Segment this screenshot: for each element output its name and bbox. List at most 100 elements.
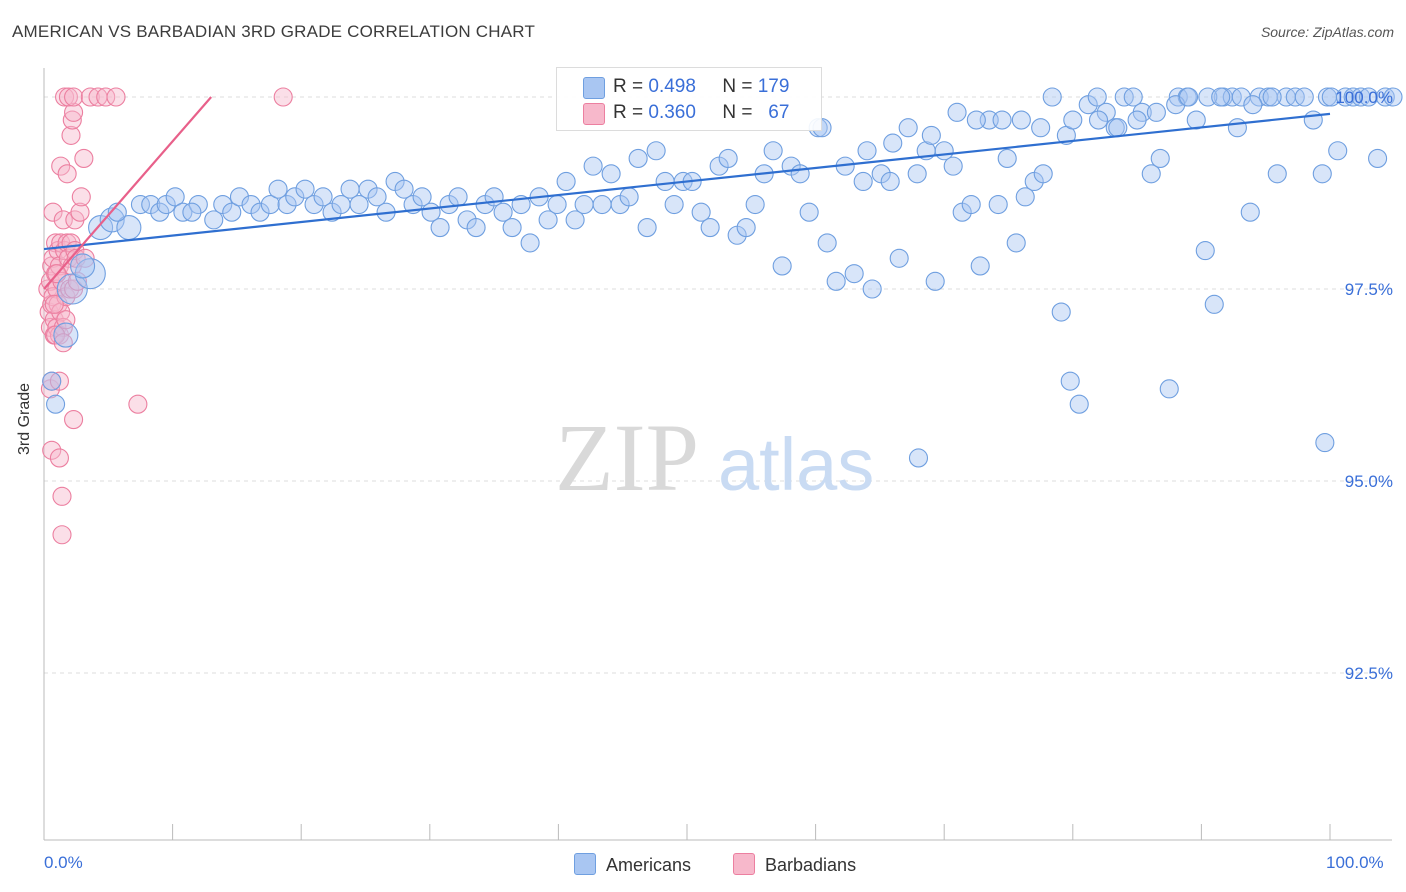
barbadians-point-54 bbox=[64, 87, 84, 107]
barbadians-point-37 bbox=[42, 440, 62, 460]
americans-point-4 bbox=[74, 258, 106, 290]
barbadians-swatch bbox=[583, 103, 605, 125]
americans-point-172 bbox=[1088, 110, 1109, 130]
americans-n-value: 179 bbox=[757, 76, 790, 97]
americans-point-23 bbox=[250, 202, 270, 222]
y-tick-label-3: 92.5% bbox=[1345, 664, 1393, 683]
americans-points bbox=[42, 87, 1403, 468]
americans-point-145 bbox=[1328, 141, 1348, 161]
americans-point-175 bbox=[1146, 102, 1166, 122]
barbadians-n-label: N = bbox=[722, 102, 753, 123]
americans-point-58 bbox=[565, 210, 585, 230]
americans-point-90 bbox=[853, 171, 873, 192]
americans-point-120 bbox=[1123, 87, 1143, 107]
americans-point-81 bbox=[772, 256, 792, 276]
americans-point-166 bbox=[966, 110, 986, 130]
americans-point-14 bbox=[165, 187, 185, 207]
legend-item-americans[interactable]: Americans bbox=[574, 853, 691, 876]
americans-n-label: N = bbox=[722, 76, 753, 97]
legend-item-barbadians[interactable]: Barbadians bbox=[733, 853, 856, 876]
barbadians-point-38 bbox=[49, 448, 69, 468]
barbadians-trend-line bbox=[43, 96, 213, 290]
americans-point-150 bbox=[1368, 148, 1388, 168]
americans-point-108 bbox=[1015, 187, 1035, 207]
americans-point-162 bbox=[883, 133, 903, 153]
barbadians-point-65 bbox=[46, 325, 66, 345]
y-axis-label: 3rd Grade bbox=[16, 382, 33, 455]
americans-point-65 bbox=[628, 148, 648, 168]
americans-point-10 bbox=[130, 194, 150, 215]
americans-point-60 bbox=[583, 156, 603, 176]
americans-point-89 bbox=[844, 264, 864, 284]
americans-point-139 bbox=[1294, 87, 1314, 107]
americans-point-21 bbox=[229, 187, 250, 207]
americans-point-95 bbox=[898, 118, 918, 138]
americans-point-113 bbox=[1060, 371, 1080, 391]
americans-point-129 bbox=[1204, 294, 1224, 314]
americans-point-152 bbox=[1383, 87, 1403, 107]
americans-point-105 bbox=[988, 194, 1008, 215]
americans-point-41 bbox=[412, 187, 432, 207]
barbadians-point-57 bbox=[96, 87, 116, 107]
americans-point-75 bbox=[718, 148, 738, 168]
y-tick-label-1: 97.5% bbox=[1345, 280, 1393, 299]
americans-point-179 bbox=[1211, 87, 1231, 107]
americans-point-96 bbox=[907, 164, 927, 184]
americans-point-142 bbox=[1315, 433, 1335, 453]
x-tick-label-max: 100.0% bbox=[1326, 853, 1384, 872]
americans-point-148 bbox=[1351, 87, 1371, 107]
barbadians-point-45 bbox=[71, 187, 91, 207]
americans-point-173 bbox=[1108, 118, 1128, 138]
americans-point-111 bbox=[1042, 87, 1062, 107]
americans-point-61 bbox=[592, 194, 612, 215]
americans-point-72 bbox=[691, 202, 711, 222]
americans-point-149 bbox=[1359, 87, 1379, 107]
chart-title: AMERICAN VS BARBADIAN 3RD GRADE CORRELAT… bbox=[12, 22, 536, 41]
americans-point-5 bbox=[70, 253, 96, 279]
americans-point-3 bbox=[56, 273, 88, 305]
barbadians-point-42 bbox=[53, 210, 73, 230]
americans-r-label: R = bbox=[613, 76, 644, 97]
americans-point-18 bbox=[204, 210, 224, 230]
americans-point-69 bbox=[664, 194, 684, 215]
americans-point-84 bbox=[799, 202, 819, 222]
americans-point-163 bbox=[908, 448, 929, 468]
y-tick-label-2: 95.0% bbox=[1345, 472, 1393, 491]
americans-point-91 bbox=[862, 279, 882, 299]
americans-point-83 bbox=[790, 164, 810, 184]
americans-point-43 bbox=[430, 218, 450, 238]
y-tick-labels: 100.0% 97.5% 95.0% 92.5% bbox=[1335, 88, 1393, 683]
americans-point-34 bbox=[349, 194, 369, 215]
barbadians-point-61 bbox=[44, 294, 64, 314]
barbadians-point-36 bbox=[128, 394, 148, 414]
americans-point-133 bbox=[1240, 202, 1260, 222]
barbadians-point-51 bbox=[64, 102, 84, 122]
americans-point-124 bbox=[1159, 379, 1179, 399]
americans-point-182 bbox=[1262, 87, 1282, 107]
barbadians-n-value: 67 bbox=[768, 102, 790, 123]
americans-point-57 bbox=[556, 171, 576, 192]
americans-point-86 bbox=[817, 233, 837, 253]
americans-point-100 bbox=[943, 156, 963, 176]
americans-point-103 bbox=[970, 256, 990, 276]
americans-point-66 bbox=[637, 218, 657, 238]
barbadians-point-46 bbox=[51, 156, 71, 176]
americans-point-39 bbox=[394, 179, 414, 199]
americans-trend-line bbox=[43, 112, 1331, 251]
americans-point-51 bbox=[502, 218, 522, 238]
americans-point-17 bbox=[182, 202, 202, 222]
americans-point-140 bbox=[1303, 110, 1323, 130]
americans-point-98 bbox=[925, 271, 945, 291]
americans-point-27 bbox=[285, 187, 305, 207]
americans-point-59 bbox=[574, 194, 594, 215]
americans-point-62 bbox=[601, 164, 621, 184]
americans-point-68 bbox=[655, 171, 675, 192]
americans-point-2 bbox=[53, 322, 79, 348]
americans-point-45 bbox=[448, 187, 468, 207]
barbadians-point-34 bbox=[49, 371, 69, 391]
americans-point-102 bbox=[961, 194, 981, 215]
americans-point-12 bbox=[150, 202, 170, 222]
barbadians-point-35 bbox=[64, 410, 84, 430]
americans-point-171 bbox=[1063, 110, 1083, 130]
americans-legend-label: Americans bbox=[606, 855, 692, 875]
